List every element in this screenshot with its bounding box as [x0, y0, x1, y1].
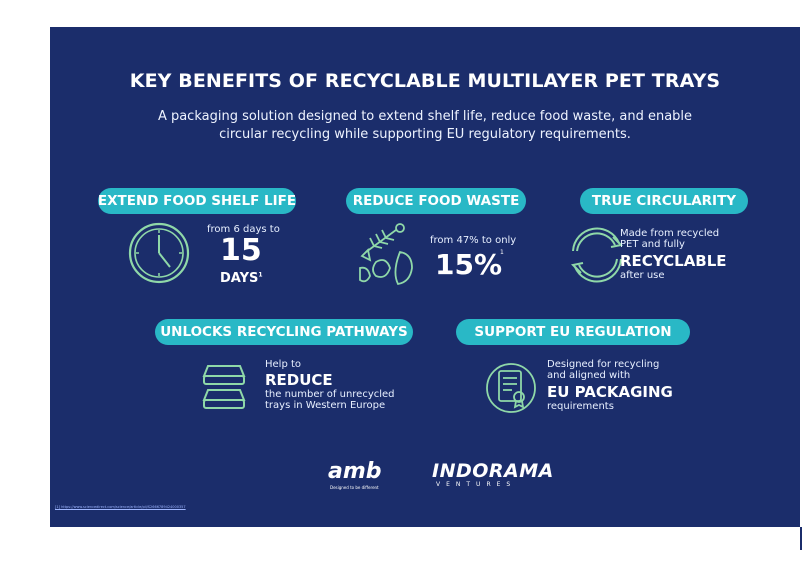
circularity-emphasis: RECYCLABLE: [620, 252, 727, 270]
circularity-pill: TRUE CIRCULARITY: [580, 188, 748, 214]
shelf-life-pill: EXTEND FOOD SHELF LIFE: [98, 188, 296, 214]
shelf-life-from-text: from 6 days to: [207, 224, 280, 235]
recycle-arrows-icon: [570, 227, 624, 283]
eu-line-3: requirements: [547, 401, 614, 412]
amb-logo: amb: [328, 459, 382, 484]
pathways-emphasis: REDUCE: [265, 371, 333, 389]
shelf-life-value: 15: [220, 233, 262, 268]
circularity-line-3: after use: [620, 270, 665, 281]
page-title: KEY BENEFITS OF RECYCLABLE MULTILAYER PE…: [129, 70, 721, 92]
eu-line-2: and aligned with: [547, 370, 631, 381]
eu-line-1: Designed for recycling: [547, 359, 660, 370]
circularity-line-1: Made from recycled: [620, 228, 720, 239]
indorama-sub: VENTURES: [436, 481, 517, 488]
food-waste-value: 15%: [435, 248, 503, 281]
eu-emphasis: EU PACKAGING: [547, 383, 673, 401]
amb-tagline: Designed to be different: [330, 485, 379, 490]
eu-regulation-pill: SUPPORT EU REGULATION: [456, 319, 690, 345]
food-waste-footnote-mark: 1: [500, 249, 504, 256]
indorama-logo: INDORAMA: [432, 460, 554, 482]
shelf-life-unit: DAYS1: [220, 271, 263, 286]
food-waste-from-text: from 47% to only: [430, 235, 517, 246]
footnote-link[interactable]: [1] https://www.sciencedirect.com/scienc…: [55, 505, 186, 509]
shelf-life-footnote-mark: 1: [258, 271, 263, 279]
edge-bar: [800, 527, 802, 550]
pathways-line-2: the number of unrecycled: [265, 389, 395, 400]
infographic-panel: KEY BENEFITS OF RECYCLABLE MULTILAYER PE…: [50, 27, 800, 527]
pathways-line-1: Help to: [265, 359, 302, 370]
subtitle: A packaging solution designed to extend …: [110, 108, 740, 144]
certified-document-icon: [486, 363, 536, 413]
food-scraps-icon: [359, 223, 413, 285]
subtitle-line-2: circular recycling while supporting EU r…: [219, 127, 631, 142]
food-waste-pill: REDUCE FOOD WASTE: [346, 188, 526, 214]
subtitle-line-1: A packaging solution designed to extend …: [157, 109, 693, 124]
clock-icon: [128, 222, 190, 284]
pathways-line-3: trays in Western Europe: [265, 400, 386, 411]
stacked-trays-icon: [202, 365, 246, 409]
recycling-pathways-pill: UNLOCKS RECYCLING PATHWAYS: [155, 319, 413, 345]
circularity-line-2: PET and fully: [620, 239, 685, 250]
